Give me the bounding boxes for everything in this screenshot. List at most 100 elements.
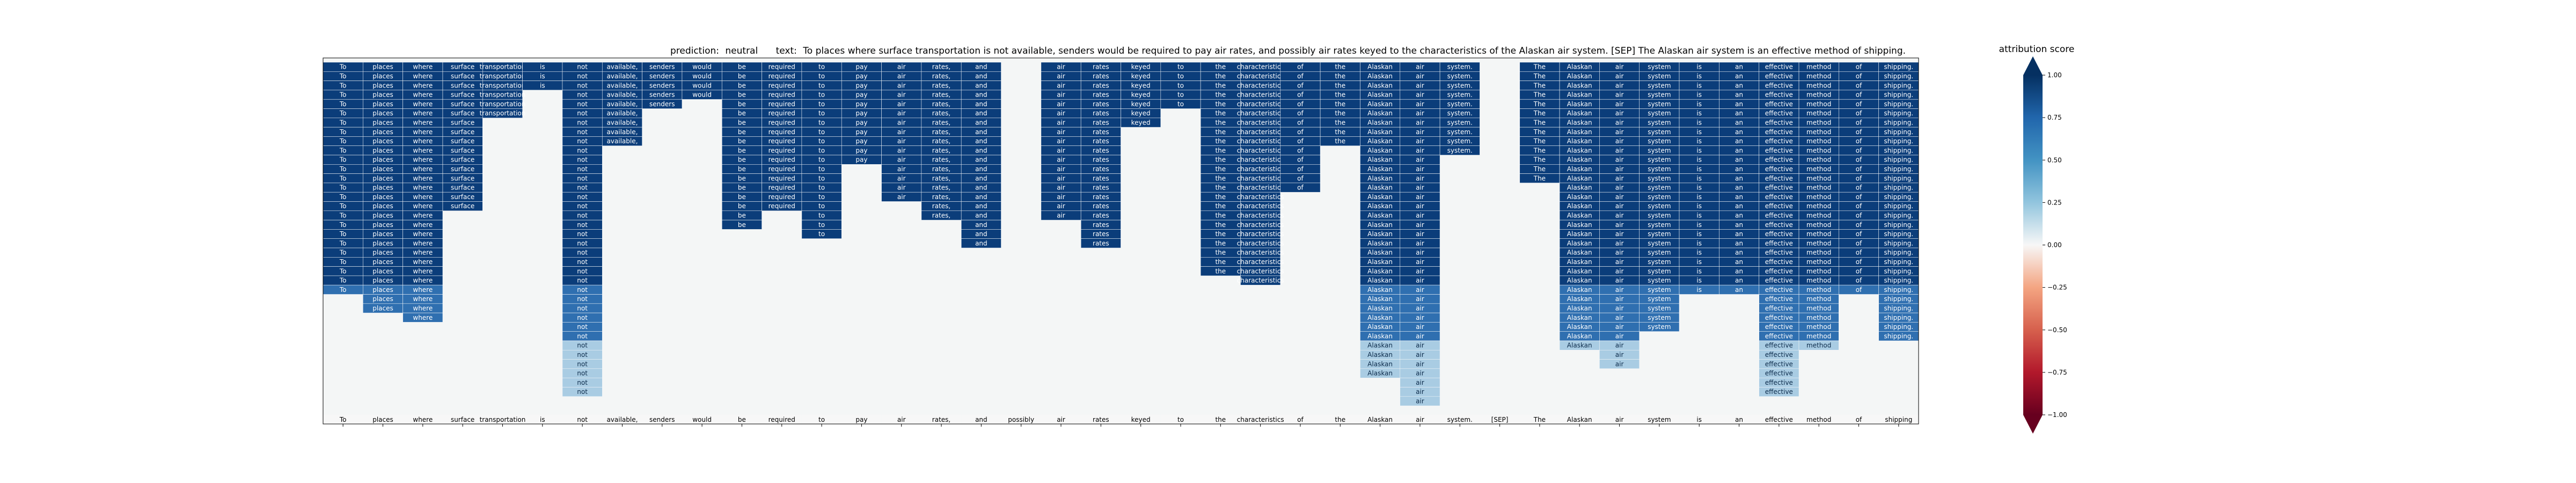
heatmap-cell-label: method (1806, 119, 1831, 126)
heatmap-cell-label: surface (451, 91, 474, 99)
heatmap-cell-label: surface (451, 174, 474, 182)
heatmap-cell-label: Alaskan (1367, 156, 1393, 164)
heatmap-cell-label: To (339, 202, 347, 210)
heatmap-cell-label: places (372, 82, 393, 89)
colorbar: attribution score 1.00 0.75 0.50 0.25 0.00 −0… (1999, 44, 2074, 434)
heatmap-cell-label: be (738, 156, 746, 164)
heatmap-cell-label: of (1856, 91, 1862, 99)
heatmap-cell-label: The (1533, 100, 1546, 108)
x-tick-label: is (540, 416, 545, 423)
heatmap-cell-label: an (1735, 72, 1743, 80)
heatmap-cell-label: senders (649, 82, 675, 89)
heatmap-cell-label: Alaskan (1567, 156, 1592, 164)
heatmap-cell-label: Alaskan (1567, 128, 1592, 136)
heatmap-cell-label: method (1806, 332, 1831, 340)
heatmap-cell-label: Alaskan (1567, 91, 1592, 99)
heatmap-cell-label: air (1615, 91, 1624, 99)
heatmap-cell-label: shipping. (1884, 174, 1913, 182)
heatmap-cell-label: system (1648, 258, 1671, 266)
heatmap-cell-label: where (413, 267, 433, 275)
heatmap-cell-label: effective (1765, 239, 1793, 247)
heatmap-cell-label: places (372, 304, 393, 312)
baseline-cell (1360, 415, 1400, 424)
x-tick-label: senders (649, 416, 675, 423)
heatmap-cell-label: Alaskan (1367, 137, 1393, 145)
heatmap-cell-label: places (372, 91, 393, 99)
prediction-value: neutral (725, 46, 758, 56)
colorbar-tick-label: 0.50 (2047, 156, 2062, 164)
heatmap-cell-label: of (1856, 221, 1862, 229)
heatmap-cell-label: and (975, 165, 987, 173)
heatmap-cell-label: surface (451, 82, 474, 89)
heatmap-cell-label: Alaskan (1367, 119, 1393, 126)
x-tick-label: system (1648, 416, 1671, 423)
heatmap-cell-label: To (339, 100, 347, 108)
heatmap-cell-label: not (577, 295, 588, 303)
heatmap-cell-label: would (692, 72, 712, 80)
heatmap-cell-label: system. (1447, 119, 1473, 126)
heatmap-cell-label: places (372, 239, 393, 247)
heatmap-cell-label: keyed (1131, 82, 1151, 89)
heatmap-cell-label: To (339, 286, 347, 294)
heatmap-cell-label: surface (451, 165, 474, 173)
heatmap-cell-label: air (897, 137, 906, 145)
heatmap-cell-label: air (1615, 156, 1624, 164)
heatmap-cell-label: Alaskan (1367, 202, 1393, 210)
heatmap-cell-label: air (897, 193, 906, 201)
heatmap-cell-label: system. (1447, 137, 1473, 145)
heatmap-cell-label: Alaskan (1567, 72, 1592, 80)
heatmap-cell-label: of (1297, 63, 1304, 71)
baseline-cell (1639, 415, 1680, 424)
heatmap-cell-label: effective (1765, 211, 1793, 219)
heatmap-cell-label: not (577, 165, 588, 173)
heatmap-cell-label: surface (451, 72, 474, 80)
baseline-cell (1878, 415, 1919, 424)
heatmap-cell-label: surface (451, 193, 474, 201)
heatmap-cell-label: rates (1093, 193, 1109, 201)
heatmap-cell-label: transportation (480, 82, 526, 89)
heatmap-cell-label: not (577, 147, 588, 154)
heatmap-cell-label: air (1057, 202, 1065, 210)
heatmap-cell-label: rates, (932, 100, 950, 108)
heatmap-cell-label: where (413, 286, 433, 294)
heatmap-cell-label: Alaskan (1367, 82, 1393, 89)
heatmap-cell-label: rates, (932, 82, 950, 89)
heatmap-cell-label: of (1297, 109, 1304, 117)
heatmap-cell-label: the (1215, 63, 1226, 71)
heatmap-cell-label: air (1615, 165, 1624, 173)
heatmap-cell-label: rates (1093, 119, 1109, 126)
heatmap-cell-label: effective (1765, 379, 1793, 386)
heatmap-cell-label: an (1735, 165, 1743, 173)
heatmap-cell-label: the (1335, 63, 1345, 71)
heatmap-cell-label: system. (1447, 91, 1473, 99)
heatmap-cell-label: rates (1093, 211, 1109, 219)
heatmap-cell-label: an (1735, 91, 1743, 99)
heatmap-cell-label: pay (855, 119, 867, 126)
heatmap-cell-label: The (1533, 72, 1546, 80)
heatmap-cell-label: where (413, 193, 433, 201)
heatmap-cell-label: rates (1093, 174, 1109, 182)
heatmap-cell-label: system (1648, 147, 1671, 154)
heatmap-cell-label: where (413, 202, 433, 210)
heatmap-cell-label: required (769, 109, 795, 117)
heatmap-cell-label: surface (451, 63, 474, 71)
heatmap-cell-label: an (1735, 277, 1743, 284)
colorbar-tick-label: −1.00 (2047, 411, 2067, 419)
heatmap-cell-label: method (1806, 286, 1831, 294)
heatmap-cell-label: system (1648, 211, 1671, 219)
heatmap-cell-label: required (769, 202, 795, 210)
heatmap-cell-label: Alaskan (1567, 342, 1592, 349)
heatmap-cell-label: Alaskan (1567, 165, 1592, 173)
heatmap-cell-label: of (1856, 165, 1862, 173)
x-axis-ticks: To places where surface transportation is not a… (339, 416, 1912, 427)
heatmap-cell-label: air (1416, 202, 1424, 210)
heatmap-cell-label: is (1696, 174, 1702, 182)
heatmap-cell-label: be (738, 91, 746, 99)
heatmap-cell-label: where (413, 63, 433, 71)
heatmap-cell-label: the (1335, 82, 1345, 89)
heatmap-cell-label: effective (1765, 304, 1793, 312)
heatmap-cell-label: is (1696, 119, 1702, 126)
heatmap-cell-label: not (577, 72, 588, 80)
baseline-cell (1400, 415, 1440, 424)
heatmap-cell-label: and (975, 109, 987, 117)
